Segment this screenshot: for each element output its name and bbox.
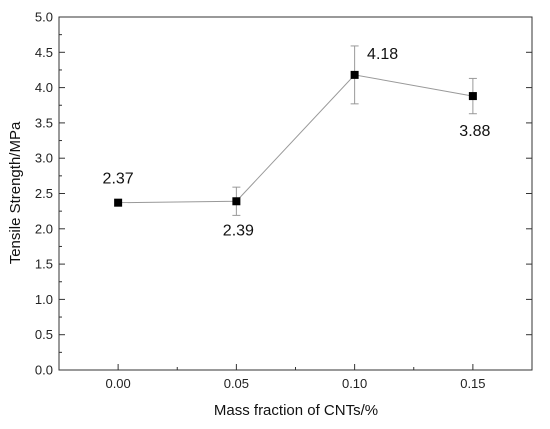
data-point-marker xyxy=(114,198,123,207)
plot-frame xyxy=(58,16,533,371)
series-line xyxy=(118,74,473,204)
y-tick-label: 3.5 xyxy=(35,115,53,130)
data-label: 3.88 xyxy=(459,123,490,140)
x-tick-label: 0.00 xyxy=(105,376,130,391)
x-tick-label: 0.15 xyxy=(460,376,485,391)
y-tick-label: 2.0 xyxy=(35,221,53,236)
data-label: 2.37 xyxy=(103,171,134,188)
axis-ticks: 0.0 0.5 1.0 1.5 2.0 2.5 3.0 3.5 4.0 4.5 5.0 0.00 0.0… xyxy=(35,10,532,391)
y-tick-label: 1.5 xyxy=(35,257,53,272)
y-tick-label: 2.5 xyxy=(35,186,53,201)
y-axis-title: Tensile Strength/MPa xyxy=(7,121,24,264)
y-tick-label: 0.0 xyxy=(35,363,53,378)
x-axis-title: Mass fraction of CNTs/% xyxy=(214,402,378,419)
x-tick-label: 0.05 xyxy=(224,376,249,391)
y-tick-label: 5.0 xyxy=(35,10,53,25)
data-label: 4.18 xyxy=(367,46,398,63)
x-tick-label: 0.10 xyxy=(342,376,367,391)
data-point-marker xyxy=(350,70,359,79)
y-tick-label: 3.0 xyxy=(35,151,53,166)
data-point-marker xyxy=(468,92,477,101)
data-point-marker xyxy=(232,197,241,206)
y-tick-label: 1.0 xyxy=(35,292,53,307)
y-tick-label: 4.5 xyxy=(35,45,53,60)
data-series xyxy=(114,45,477,216)
data-label: 2.39 xyxy=(223,222,254,239)
y-tick-label: 4.0 xyxy=(35,80,53,95)
y-tick-label: 0.5 xyxy=(35,327,53,342)
data-labels: 2.37 2.39 4.18 3.88 xyxy=(103,46,491,239)
